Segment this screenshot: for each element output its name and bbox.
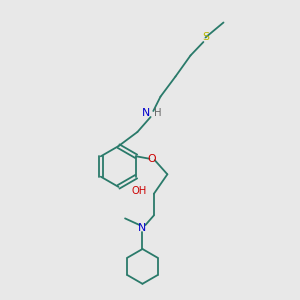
- Text: OH: OH: [132, 186, 147, 197]
- Text: S: S: [202, 32, 209, 43]
- Text: N: N: [142, 108, 151, 118]
- Text: H: H: [154, 108, 162, 118]
- Text: O: O: [148, 154, 156, 164]
- Text: N: N: [138, 223, 147, 233]
